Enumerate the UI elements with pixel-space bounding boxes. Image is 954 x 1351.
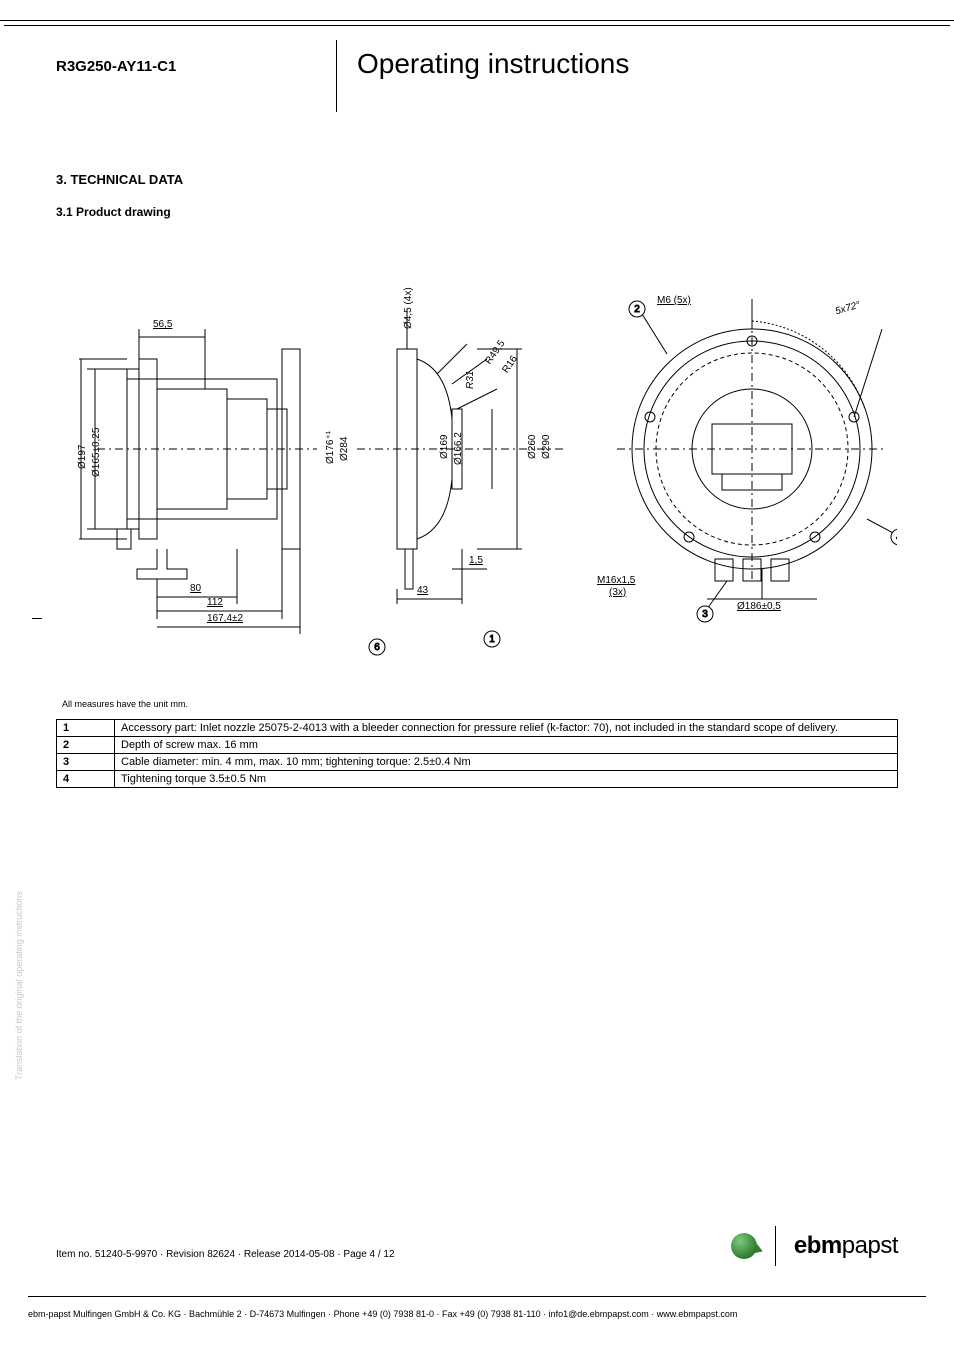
dim-r31: R31 bbox=[465, 371, 476, 389]
dim-d290: Ø290 bbox=[541, 435, 552, 459]
dim-1-5: 1,5 bbox=[469, 555, 483, 566]
footer-divider bbox=[775, 1226, 776, 1266]
table-row: 2 Depth of screw max. 16 mm bbox=[57, 737, 898, 754]
note-text: Cable diameter: min. 4 mm, max. 10 mm; t… bbox=[115, 754, 898, 771]
dim-d197: Ø197 bbox=[77, 445, 88, 469]
note-num: 1 bbox=[57, 720, 115, 737]
page-content: R3G250-AY11-C1 Operating instructions 3.… bbox=[0, 0, 954, 1290]
dim-d4-5: Ø4,5 (4x) bbox=[403, 287, 414, 329]
note-num: 4 bbox=[57, 771, 115, 788]
svg-text:4: 4 bbox=[896, 532, 897, 543]
dim-d165: Ø165±0,25 bbox=[91, 428, 102, 477]
footer-rule bbox=[28, 1296, 926, 1297]
product-code: R3G250-AY11-C1 bbox=[56, 40, 336, 75]
note-num: 2 bbox=[57, 737, 115, 754]
header-divider bbox=[336, 40, 337, 112]
green-tech-icon bbox=[731, 1233, 757, 1259]
table-row: 3 Cable diameter: min. 4 mm, max. 10 mm;… bbox=[57, 754, 898, 771]
ebmpapst-logo: ebmpapst bbox=[794, 1232, 898, 1260]
header: R3G250-AY11-C1 Operating instructions bbox=[56, 40, 898, 112]
drawing-svg: 6 1 2 3 4 bbox=[57, 259, 897, 659]
footer-right: ebmpapst bbox=[731, 1226, 898, 1266]
note-text: Tightening torque 3.5±0.5 Nm bbox=[115, 771, 898, 788]
dim-d284: Ø284 bbox=[339, 437, 350, 461]
section-heading: 3. TECHNICAL DATA bbox=[56, 172, 898, 187]
dim-d169: Ø169 bbox=[439, 435, 450, 459]
svg-text:3: 3 bbox=[702, 609, 708, 620]
note-num: 3 bbox=[57, 754, 115, 771]
table-row: 4 Tightening torque 3.5±0.5 Nm bbox=[57, 771, 898, 788]
dim-d260: Ø260 bbox=[527, 435, 538, 459]
product-drawing: 6 1 2 3 4 Ø197 Ø165±0,25 56,5 80 112 167… bbox=[57, 259, 897, 659]
dim-167: 167,4±2 bbox=[207, 613, 243, 624]
dim-80: 80 bbox=[190, 583, 201, 594]
measures-note: All measures have the unit mm. bbox=[62, 699, 898, 709]
logo-bold: ebm bbox=[794, 1232, 842, 1259]
notes-table: 1 Accessory part: Inlet nozzle 25075-2-4… bbox=[56, 719, 898, 788]
svg-text:1: 1 bbox=[489, 634, 495, 645]
note-text: Depth of screw max. 16 mm bbox=[115, 737, 898, 754]
dim-m16: M16x1,5 bbox=[597, 575, 635, 586]
dim-112: 112 bbox=[207, 597, 223, 608]
dim-d186: Ø186±0,5 bbox=[737, 601, 781, 612]
dim-m6: M6 (5x) bbox=[657, 295, 691, 306]
side-translation-note: Translation of the original operating in… bbox=[14, 891, 24, 1080]
footer-meta: Item no. 51240-5-9970 · Revision 82624 ·… bbox=[56, 1249, 395, 1266]
page-title: Operating instructions bbox=[357, 40, 629, 80]
logo-thin: papst bbox=[842, 1232, 898, 1259]
dim-m16q: (3x) bbox=[609, 587, 626, 598]
table-row: 1 Accessory part: Inlet nozzle 25075-2-4… bbox=[57, 720, 898, 737]
dim-56-5: 56,5 bbox=[153, 319, 172, 330]
svg-text:6: 6 bbox=[374, 642, 380, 653]
dim-43: 43 bbox=[417, 585, 428, 596]
dim-d166: Ø166,2 bbox=[453, 432, 464, 465]
title-block: Operating instructions bbox=[336, 40, 629, 112]
svg-text:2: 2 bbox=[634, 304, 640, 315]
subsection-heading: 3.1 Product drawing bbox=[56, 205, 898, 219]
company-line: ebm-papst Mulfingen GmbH & Co. KG · Bach… bbox=[28, 1309, 926, 1319]
dim-d176: Ø176⁺¹ bbox=[325, 431, 336, 464]
footer: Item no. 51240-5-9970 · Revision 82624 ·… bbox=[56, 1226, 898, 1266]
note-text: Accessory part: Inlet nozzle 25075-2-401… bbox=[115, 720, 898, 737]
